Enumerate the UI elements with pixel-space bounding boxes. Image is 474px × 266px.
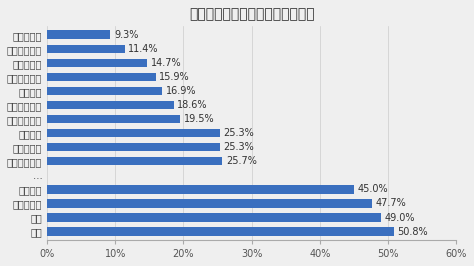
Title: ひとり親家庭世帯の相対的貧困率: ひとり親家庭世帯の相対的貧困率: [189, 7, 315, 21]
Bar: [47, 59, 147, 67]
Text: 25.3%: 25.3%: [223, 128, 254, 138]
Bar: [47, 87, 163, 95]
Text: 15.9%: 15.9%: [159, 72, 190, 82]
Bar: [47, 115, 180, 123]
Text: 45.0%: 45.0%: [357, 184, 388, 194]
Text: 11.4%: 11.4%: [128, 44, 159, 54]
Bar: [47, 213, 381, 222]
Text: 25.3%: 25.3%: [223, 142, 254, 152]
Text: 14.7%: 14.7%: [151, 58, 182, 68]
Text: 25.7%: 25.7%: [226, 156, 256, 166]
Text: 49.0%: 49.0%: [385, 213, 415, 223]
Bar: [47, 129, 219, 137]
Bar: [47, 143, 219, 151]
Text: 47.7%: 47.7%: [376, 198, 407, 209]
Bar: [47, 227, 393, 236]
Bar: [47, 101, 174, 109]
Bar: [47, 199, 373, 208]
Bar: [47, 73, 155, 81]
Text: 9.3%: 9.3%: [114, 30, 138, 40]
Bar: [47, 185, 354, 194]
Text: 50.8%: 50.8%: [397, 227, 428, 236]
Bar: [47, 31, 110, 39]
Text: 16.9%: 16.9%: [166, 86, 196, 96]
Text: 19.5%: 19.5%: [183, 114, 214, 124]
Bar: [47, 45, 125, 53]
Text: 18.6%: 18.6%: [177, 100, 208, 110]
Bar: [47, 157, 222, 165]
